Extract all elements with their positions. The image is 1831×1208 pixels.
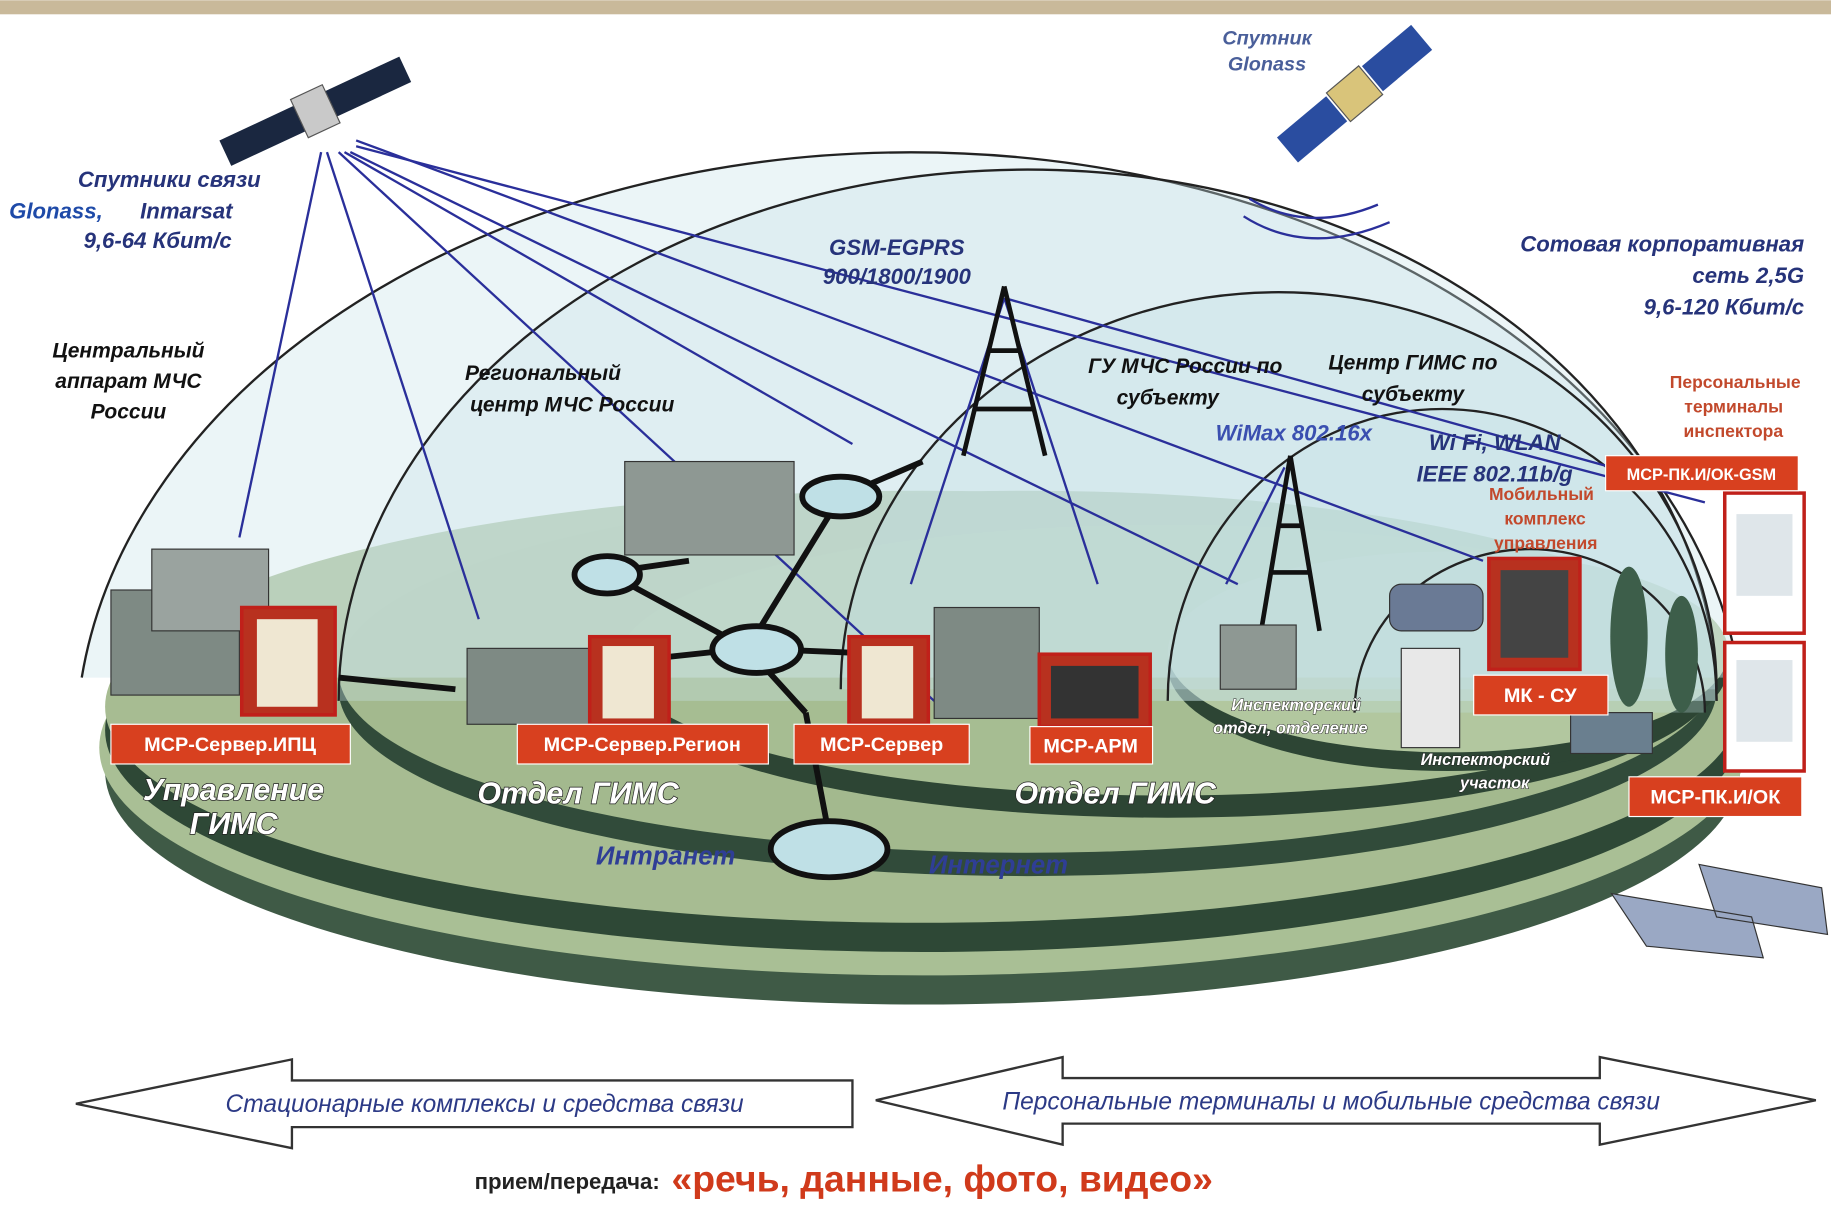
label: инспектора: [1684, 421, 1784, 441]
label: ГИМС: [190, 808, 279, 841]
shape: [1501, 570, 1569, 658]
shape: [1401, 648, 1459, 747]
shape: [934, 608, 1039, 719]
label: участок: [1459, 775, 1530, 793]
label: ГУ МЧС России по: [1088, 355, 1282, 378]
shape: [467, 648, 590, 724]
label: 9,6-120 Кбит/с: [1644, 294, 1804, 319]
arrow-label: Персональные терминалы и мобильные средс…: [1002, 1089, 1660, 1116]
label: Wi Fi, WLAN: [1429, 430, 1562, 455]
shape: [712, 626, 801, 673]
label: отдел, отделение: [1213, 720, 1367, 738]
device-label: МСР-Сервер.ИПЦ: [144, 734, 316, 756]
shape: [1051, 666, 1139, 719]
label: управления: [1494, 533, 1597, 553]
footer-prefix: прием/передача:: [475, 1169, 660, 1194]
shape: [575, 556, 640, 593]
label: 9,6-64 Кбит/с: [84, 228, 232, 253]
label: субъекту: [1362, 383, 1466, 406]
shape: [0, 0, 1831, 14]
label: Отдел ГИМС: [1015, 778, 1217, 811]
label: Отдел ГИМС: [477, 778, 679, 811]
diagram: МСР-ПК.И/ОК-GSM МСР-Сервер.ИПЦ МСР-Серве…: [0, 0, 1831, 1208]
label: WiMax 802.16x: [1216, 421, 1374, 446]
device-label: МСР-АРМ: [1043, 735, 1138, 757]
label: Сотовая корпоративная: [1520, 231, 1804, 256]
label: комплекс: [1504, 509, 1586, 529]
label: России: [91, 400, 167, 423]
footer-content: «речь, данные, фото, видео»: [671, 1157, 1212, 1199]
label: GSM-EGPRS: [829, 235, 965, 260]
shape: [1571, 713, 1653, 754]
label: Glonass: [1228, 53, 1306, 75]
label: Интранет: [596, 842, 735, 870]
shape: [1610, 567, 1647, 707]
label: Интернет: [929, 852, 1068, 880]
label: 900/1800/1900: [823, 264, 972, 289]
label: Инспекторский: [1231, 696, 1361, 714]
device-label: МСР-Сервер: [820, 734, 943, 756]
label: Инспекторский: [1421, 751, 1551, 769]
shape: [257, 619, 318, 707]
device-label: МСР-Сервер.Регион: [544, 734, 741, 756]
shape: [802, 477, 879, 517]
label: Персональные: [1670, 372, 1801, 392]
label: Спутники связи: [78, 167, 261, 192]
page: МСР-ПК.И/ОК-GSM МСР-Сервер.ИПЦ МСР-Серве…: [0, 0, 1831, 1208]
label: Спутник: [1222, 28, 1312, 50]
shape: [862, 646, 913, 718]
label: Центральный: [52, 340, 204, 363]
device-label: МСР-ПК.И/ОК: [1650, 787, 1781, 809]
shape: [1390, 584, 1483, 631]
device-label: МСР-ПК.И/ОК-GSM: [1627, 466, 1777, 484]
shape: [625, 462, 794, 555]
shape: [1665, 596, 1698, 713]
label: аппарат МЧС: [55, 370, 202, 393]
shape: [603, 646, 654, 718]
label: Inmarsat: [140, 199, 234, 224]
device-label: МК - СУ: [1504, 685, 1577, 707]
label: Региональный: [465, 362, 621, 385]
shape: [771, 821, 888, 877]
label: Glonass,: [9, 199, 103, 224]
label: Центр ГИМС по: [1328, 351, 1497, 374]
label: Мобильный: [1489, 484, 1594, 504]
shape: [1220, 625, 1296, 689]
label: субъекту: [1117, 386, 1221, 409]
label: терминалы: [1684, 396, 1783, 416]
shape: [1736, 514, 1792, 596]
arrow-label: Стационарные комплексы и средства связи: [226, 1091, 745, 1118]
shape: [1736, 660, 1792, 742]
label: сеть 2,5G: [1692, 263, 1804, 288]
label: центр МЧС России: [470, 393, 674, 416]
label: Управление: [143, 774, 324, 807]
label: IEEE 802.11b/g: [1417, 461, 1574, 486]
